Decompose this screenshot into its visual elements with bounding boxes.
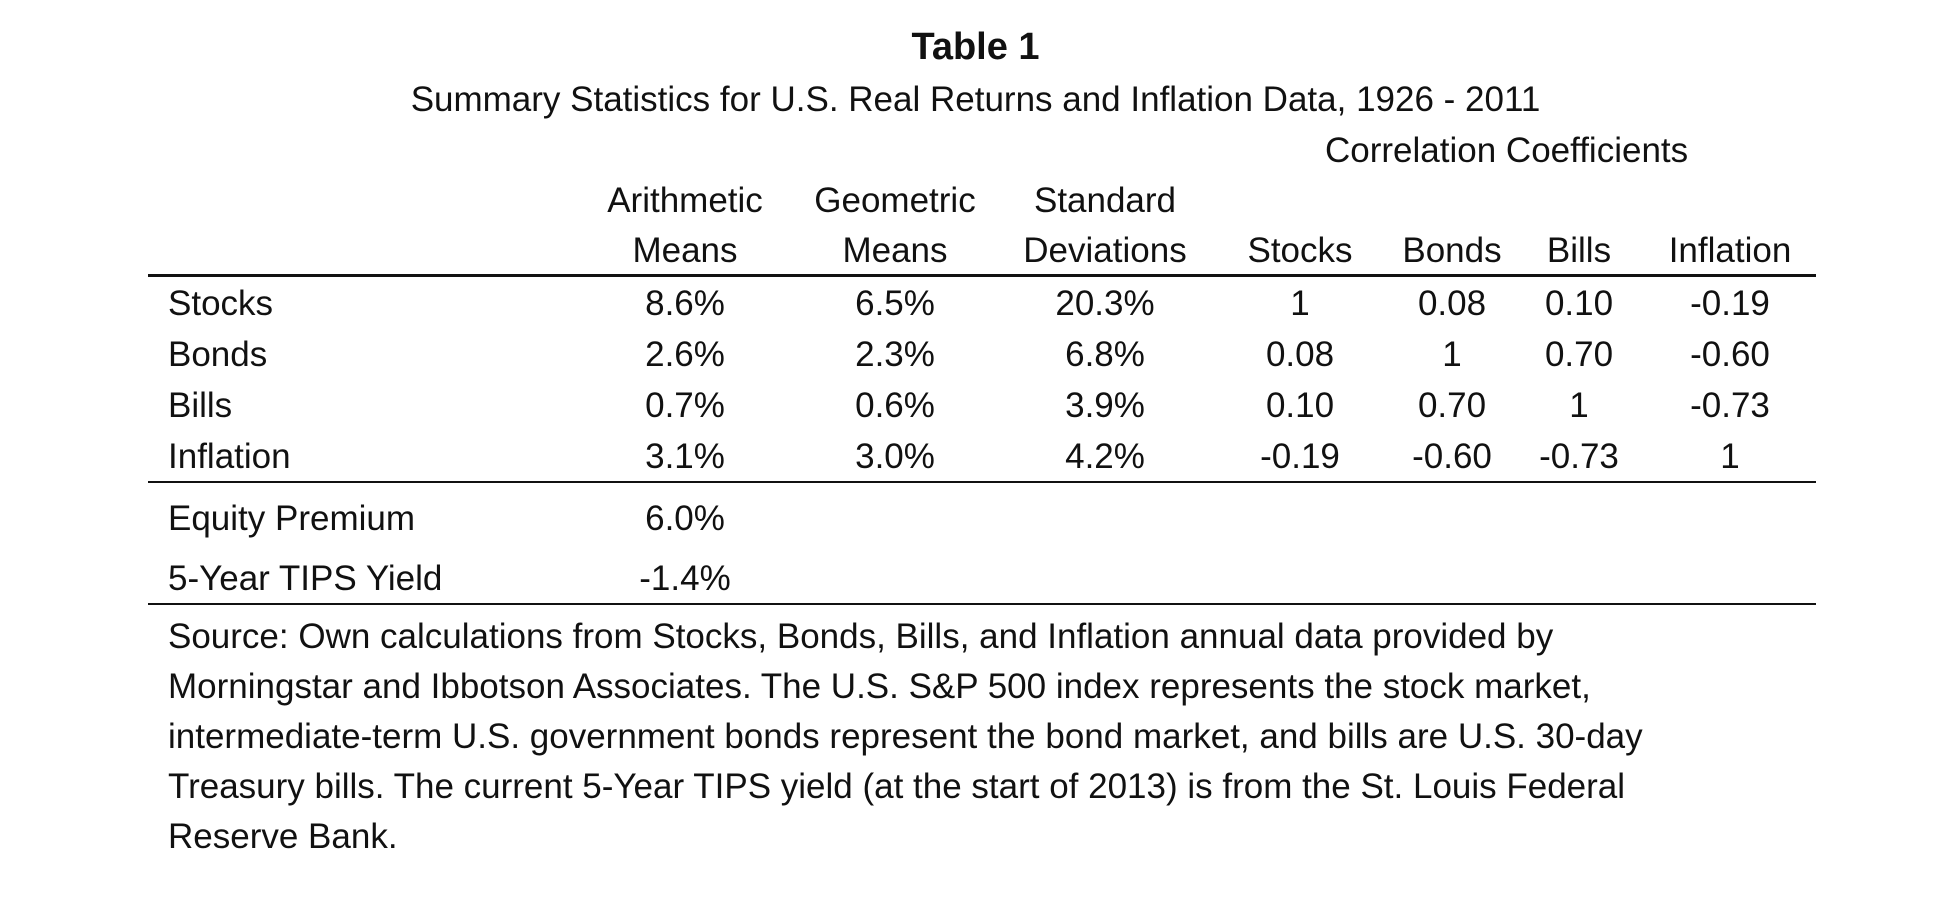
table-cell: 0.08 bbox=[1417, 284, 1487, 323]
header-rule bbox=[148, 274, 1816, 277]
table-cell: -0.73 bbox=[1690, 386, 1770, 425]
column-header-line2: Bills bbox=[1546, 231, 1612, 270]
table-cell: 6.5% bbox=[855, 284, 935, 323]
column-header-line2: Stocks bbox=[1247, 231, 1353, 270]
column-header-line1: Arithmetic bbox=[607, 181, 763, 220]
table-cell: -0.60 bbox=[1412, 437, 1492, 476]
row-label: Equity Premium bbox=[168, 499, 416, 538]
table-subtitle: Summary Statistics for U.S. Real Returns… bbox=[410, 80, 1541, 119]
source-line: Source: Own calculations from Stocks, Bo… bbox=[168, 617, 1554, 656]
source-rule bbox=[148, 603, 1816, 605]
row-label: Bills bbox=[168, 386, 233, 425]
table-cell: 3.9% bbox=[1065, 386, 1145, 425]
table-cell: 1 bbox=[1720, 437, 1740, 476]
table-cell: 0.6% bbox=[855, 386, 935, 425]
row-label: Inflation bbox=[168, 437, 291, 476]
table-cell: 8.6% bbox=[645, 284, 725, 323]
source-line: Morningstar and Ibbotson Associates. The… bbox=[168, 667, 1591, 706]
table-cell: 2.6% bbox=[645, 335, 725, 374]
table-cell: 3.1% bbox=[645, 437, 725, 476]
table-cell: 1 bbox=[1569, 386, 1589, 425]
row-label: Bonds bbox=[168, 335, 268, 374]
correlation-coefficients-header: Correlation Coefficients bbox=[1325, 131, 1689, 170]
table-cell: -0.19 bbox=[1260, 437, 1340, 476]
table-cell: 0.08 bbox=[1265, 335, 1335, 374]
column-header-line2: Inflation bbox=[1668, 231, 1792, 270]
table-cell: 1 bbox=[1442, 335, 1462, 374]
row-label: 5-Year TIPS Yield bbox=[168, 559, 443, 598]
row-label: Stocks bbox=[168, 284, 274, 323]
table-cell: 0.70 bbox=[1544, 335, 1614, 374]
table-cell: -1.4% bbox=[639, 559, 731, 598]
column-header-line1: Standard bbox=[1033, 181, 1177, 220]
table-title: Table 1 bbox=[911, 26, 1040, 68]
source-line: intermediate-term U.S. government bonds … bbox=[168, 717, 1643, 756]
column-header-line2: Bonds bbox=[1402, 231, 1502, 270]
source-line: Treasury bills. The current 5-Year TIPS … bbox=[168, 767, 1626, 806]
table-cell: 1 bbox=[1290, 284, 1310, 323]
table-cell: -0.73 bbox=[1539, 437, 1619, 476]
table-cell: 0.70 bbox=[1417, 386, 1487, 425]
body-rule bbox=[148, 481, 1816, 483]
table-cell: 3.0% bbox=[855, 437, 935, 476]
table-cell: 20.3% bbox=[1055, 284, 1155, 323]
table-cell: 0.10 bbox=[1544, 284, 1614, 323]
table-cell: 6.0% bbox=[645, 499, 725, 538]
source-note: Source: Own calculations from Stocks, Bo… bbox=[168, 612, 1818, 862]
source-line: Reserve Bank. bbox=[168, 817, 398, 856]
table-cell: 0.7% bbox=[645, 386, 725, 425]
column-header-line2: Means bbox=[632, 231, 738, 270]
column-header-line2: Means bbox=[842, 231, 948, 270]
table-cell: 6.8% bbox=[1065, 335, 1145, 374]
table-cell: 4.2% bbox=[1065, 437, 1145, 476]
column-header-line2: Deviations bbox=[1023, 231, 1187, 270]
table-cell: 2.3% bbox=[855, 335, 935, 374]
table-cell: -0.19 bbox=[1690, 284, 1770, 323]
table-cell: -0.60 bbox=[1690, 335, 1770, 374]
column-header-line1: Geometric bbox=[814, 181, 976, 220]
table-cell: 0.10 bbox=[1265, 386, 1335, 425]
